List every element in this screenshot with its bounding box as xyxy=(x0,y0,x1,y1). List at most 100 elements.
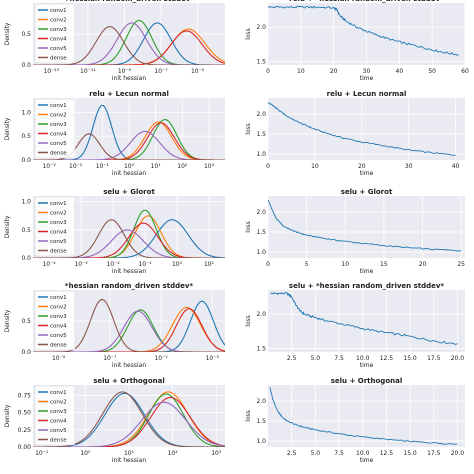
x-tick-label: 10⁻⁹ xyxy=(52,355,66,362)
y-tick-label: 1.5 xyxy=(256,59,266,66)
plot-area xyxy=(268,98,465,160)
subplot-title: selu + Orthogonal xyxy=(331,377,403,385)
y-tick-label: 2.0 xyxy=(256,311,266,318)
legend: conv1 conv2 conv3 conv4 conv5 dense xyxy=(34,3,76,64)
x-tick-label: 10 xyxy=(311,163,319,170)
x-tick-label: 25 xyxy=(457,261,465,268)
legend: conv1 conv2 conv3 conv4 conv5 dense xyxy=(34,98,76,159)
subplot-title: *hessian random_driven stddev* xyxy=(65,282,193,290)
x-axis-label: time xyxy=(360,170,374,177)
y-tick-label: 0.0 xyxy=(21,349,31,356)
x-tick-label: 10⁻⁹ xyxy=(118,68,132,75)
subplot-title: +hessian random_driven stddev* xyxy=(64,0,195,3)
legend-label-conv4: conv4 xyxy=(50,324,67,330)
legend-label-dense: dense xyxy=(50,151,67,157)
x-tick-label: 30 xyxy=(405,163,413,170)
x-tick-label: 40 xyxy=(396,68,404,75)
x-tick-label: 10.0 xyxy=(356,355,370,362)
y-tick-label: 1.0 xyxy=(256,151,266,158)
plot-area xyxy=(268,196,465,258)
y-axis-label: loss xyxy=(245,123,252,135)
x-tick-label: 5.0 xyxy=(311,450,321,457)
x-axis-label: time xyxy=(360,268,374,275)
y-tick-label: 0.25 xyxy=(18,427,32,434)
legend: conv1 conv2 conv3 conv4 conv5 dense xyxy=(34,385,76,446)
legend-label-conv3: conv3 xyxy=(50,27,67,33)
x-tick-label: 10⁻⁷ xyxy=(103,355,117,362)
x-tick-label: 10¹ xyxy=(124,450,135,457)
x-tick-label: 30 xyxy=(363,68,371,75)
loss-line xyxy=(270,291,458,345)
subplot-4-1: 2.5 5.0 7.5 10.0 12.5 15.0 17.5 20.0 1.0 1.5 2.0 se… xyxy=(245,377,465,464)
y-axis-label: Density xyxy=(4,309,11,332)
x-tick-label: 20.0 xyxy=(451,450,465,457)
legend-label-conv1: conv1 xyxy=(50,103,67,109)
legend-label-conv5: conv5 xyxy=(50,239,67,245)
y-tick-label: 0.75 xyxy=(18,392,32,399)
legend-label-conv1: conv1 xyxy=(50,390,67,396)
legend-label-conv1: conv1 xyxy=(50,295,67,301)
density-line-dense xyxy=(33,219,225,258)
x-tick-label: 50 xyxy=(428,68,436,75)
legend-label-conv3: conv3 xyxy=(50,220,67,226)
x-tick-label: 10⁰ xyxy=(124,163,135,170)
subplot-3-0: 10⁻⁹ 10⁻⁷ 10⁻⁵ 10⁻³ 0.0 0.5 *hessian random_dr… xyxy=(4,282,225,369)
x-tick-label: 10⁻¹ xyxy=(138,261,152,268)
y-tick-label: 2.0 xyxy=(256,398,266,405)
x-tick-label: 20 xyxy=(358,163,366,170)
density-line-dense xyxy=(33,298,225,352)
legend-label-conv3: conv3 xyxy=(50,122,67,128)
density-line-conv4 xyxy=(33,396,225,447)
subplot-2-0: 10⁻⁴ 10⁻³ 10⁻² 10⁻¹ 10⁰ 10¹ 0.0 0.5 1.0 selu + Gl… xyxy=(4,188,225,275)
density-line-conv1 xyxy=(33,300,225,352)
x-axis-label: time xyxy=(360,457,374,464)
x-axis-label: init hessian xyxy=(112,457,146,464)
x-tick-label: 15 xyxy=(380,261,388,268)
y-tick-label: 1.5 xyxy=(256,229,266,236)
legend-label-conv2: conv2 xyxy=(50,211,67,217)
density-line-conv4 xyxy=(33,122,225,160)
y-tick-label: 0.0 xyxy=(21,157,31,164)
x-tick-label: 10⁻³ xyxy=(74,261,88,268)
x-tick-label: 10⁻² xyxy=(69,163,83,170)
subplot-2-1: 0 5 10 15 20 25 1.0 1.5 2.0 selu + Glorot time loss xyxy=(245,188,465,275)
legend-label-dense: dense xyxy=(50,343,67,349)
x-tick-label: 10⁻¹ xyxy=(96,163,110,170)
x-tick-label: 60 xyxy=(461,68,469,75)
y-axis-label: Density xyxy=(4,404,11,427)
subplot-1-0: 10⁻³ 10⁻² 10⁻¹ 10⁰ 10¹ 10² 10³ 0.0 0.5 1.0 relu + … xyxy=(4,90,225,177)
legend-label-dense: dense xyxy=(50,249,67,255)
x-tick-label: 12.5 xyxy=(380,355,394,362)
x-tick-label: 10¹ xyxy=(204,261,215,268)
x-tick-label: 10² xyxy=(177,163,188,170)
x-tick-label: 5 xyxy=(305,261,309,268)
y-axis-label: Density xyxy=(4,215,11,238)
y-tick-label: 1.0 xyxy=(21,199,31,206)
legend: conv1 conv2 conv3 conv4 conv5 dense xyxy=(34,290,76,351)
subplot-title: relu + *hessian random_driven stddev* xyxy=(289,0,444,3)
subplot-4-0: 10⁻¹ 10⁰ 10¹ 10² 10³ 0.00 0.25 0.50 0.75 selu + O… xyxy=(4,377,225,464)
y-tick-label: 2.0 xyxy=(256,111,266,118)
density-line-dense xyxy=(33,25,225,65)
x-tick-label: 2.5 xyxy=(287,450,297,457)
x-tick-label: 10⁻⁴ xyxy=(42,261,56,268)
legend-label-conv5: conv5 xyxy=(50,333,67,339)
y-tick-label: 2.0 xyxy=(256,24,266,31)
x-tick-label: 12.5 xyxy=(380,450,394,457)
y-tick-label: 1.5 xyxy=(256,418,266,425)
x-tick-label: 10.0 xyxy=(356,450,370,457)
legend-label-dense: dense xyxy=(50,438,67,444)
x-tick-label: 5.0 xyxy=(311,355,321,362)
x-tick-label: 17.5 xyxy=(427,450,441,457)
x-axis-label: init hessian xyxy=(112,170,146,177)
plot-area xyxy=(268,290,465,352)
y-tick-label: 0.5 xyxy=(21,31,31,38)
y-axis-label: Density xyxy=(4,117,11,140)
x-tick-label: 10³ xyxy=(204,163,215,170)
x-tick-label: 0 xyxy=(266,163,270,170)
y-tick-label: 0.5 xyxy=(21,227,31,234)
legend-label-conv4: conv4 xyxy=(50,132,67,138)
legend-label-conv2: conv2 xyxy=(50,18,67,24)
x-tick-label: 10⁻⁵ xyxy=(154,355,168,362)
